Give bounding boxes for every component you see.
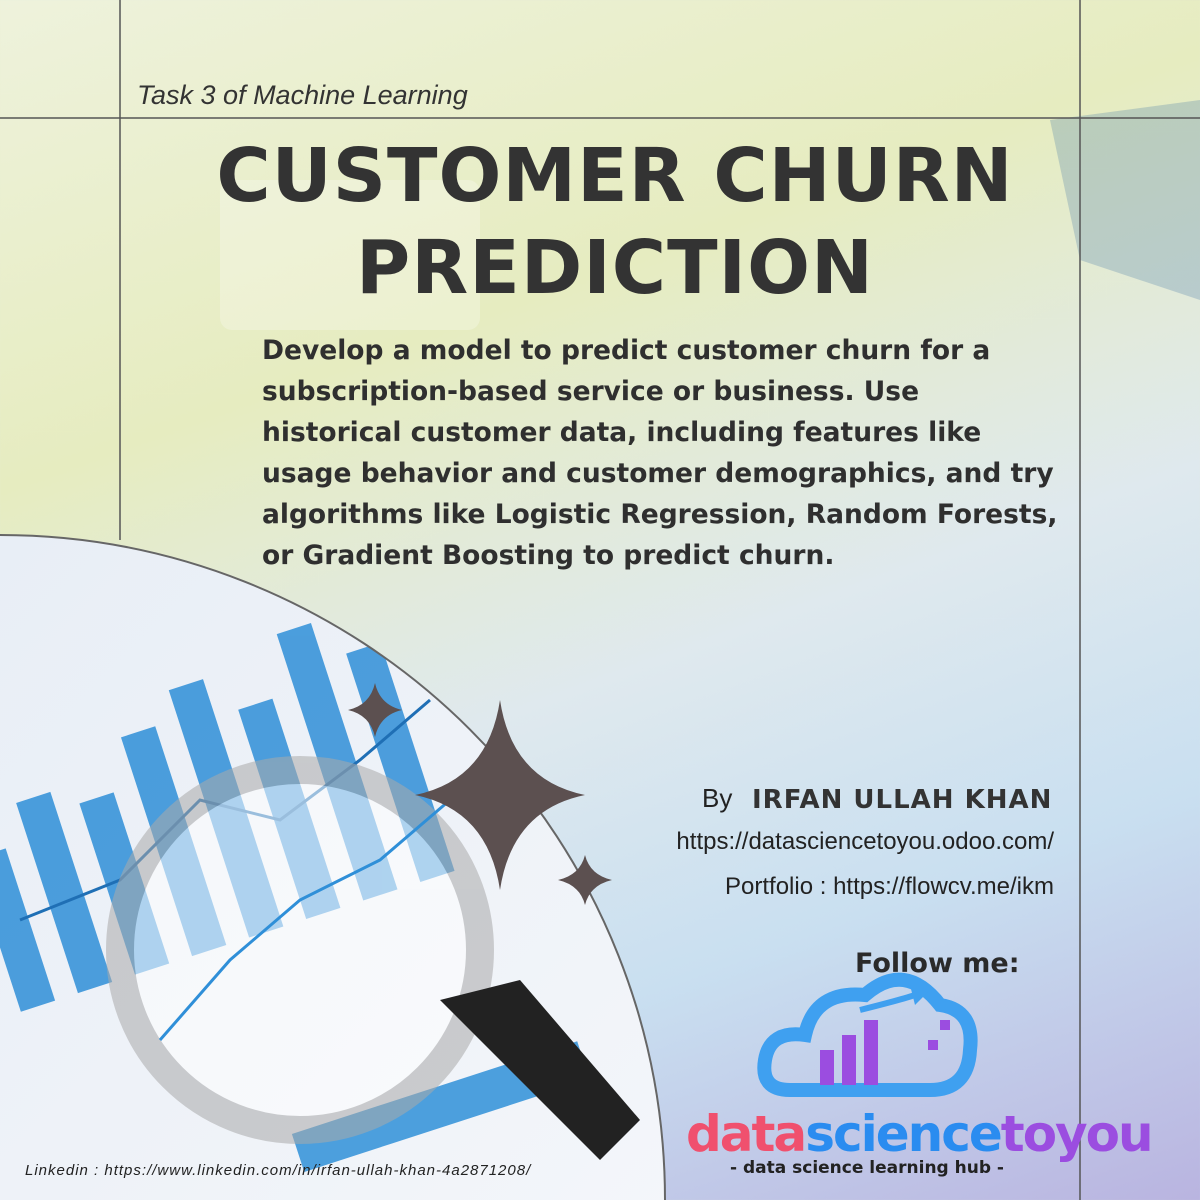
website: https://datasciencetoyou.odoo.com/: [676, 828, 1054, 855]
author-name: IRFAN ULLAH KHAN: [752, 785, 1053, 815]
by-label: By: [702, 783, 733, 813]
logo-part: science: [805, 1105, 1003, 1163]
bg-shape: [1050, 100, 1200, 300]
logo-part: data: [686, 1105, 807, 1163]
bg-shape: [220, 180, 480, 330]
logo-icon: [757, 972, 978, 1097]
title-line: PREDICTION: [356, 225, 874, 311]
sparkle: [415, 700, 585, 890]
follow-label: Follow me:: [855, 948, 1020, 979]
sparkle: [348, 683, 402, 737]
sparkle: [558, 855, 612, 905]
logo-tagline: - data science learning hub -: [730, 1158, 1004, 1178]
logo-part: toyou: [1000, 1105, 1154, 1163]
logo-text: datasciencetoyou: [686, 1105, 1154, 1163]
subtitle: Task 3 of Machine Learning: [137, 80, 468, 110]
title-line: CUSTOMER CHURN: [216, 133, 1014, 219]
description: Develop a model to predict customer chur…: [262, 335, 1058, 571]
portfolio: Portfolio : https://flowcv.me/ikm: [725, 873, 1054, 900]
linkedin: Linkedin : https://www.linkedin.com/in/i…: [25, 1162, 532, 1179]
title: CUSTOMER CHURN PREDICTION: [0, 130, 1200, 314]
photo: [0, 535, 665, 1200]
